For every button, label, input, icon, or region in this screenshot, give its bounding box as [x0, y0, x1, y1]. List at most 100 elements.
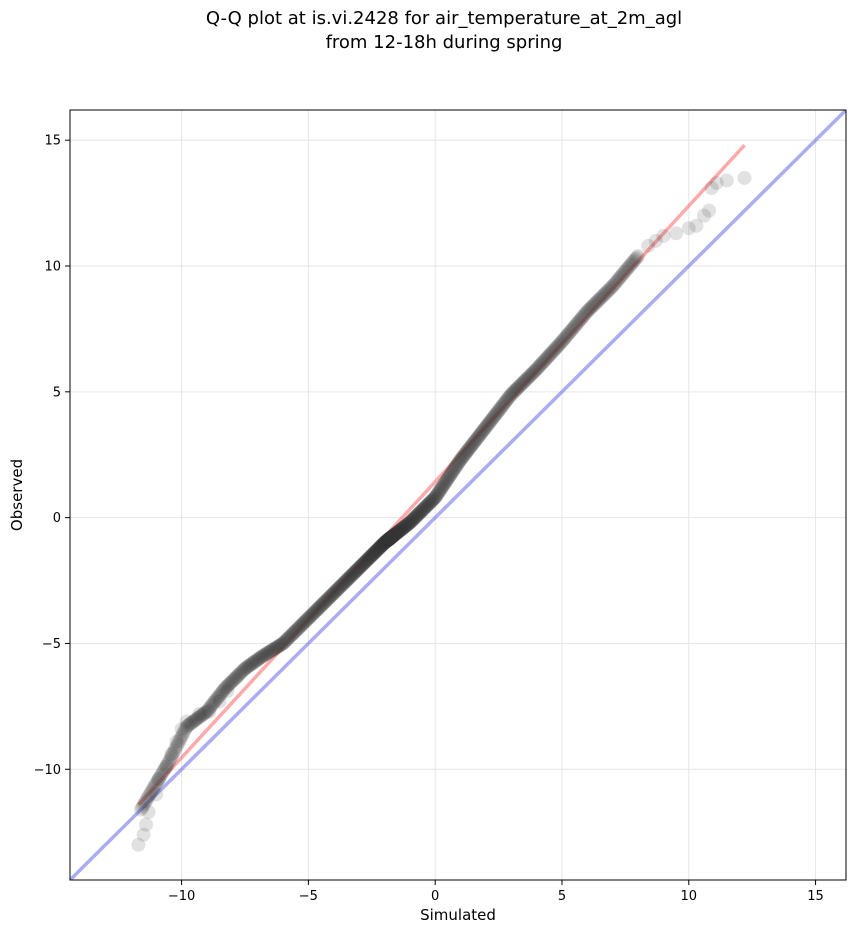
qq-point	[452, 454, 467, 469]
qq-point	[318, 593, 333, 608]
qq-point	[411, 507, 426, 522]
qq-point	[547, 342, 562, 357]
qq-point	[388, 526, 403, 541]
x-tick-label: 15	[807, 889, 824, 904]
qq-point	[367, 545, 382, 560]
qq-point	[402, 515, 417, 530]
qq-point	[407, 511, 422, 526]
qq-point	[277, 635, 292, 650]
qq-point	[576, 309, 591, 324]
qq-point	[411, 506, 426, 521]
qq-point	[332, 579, 347, 594]
qq-point	[424, 494, 439, 509]
qq-point	[378, 534, 393, 549]
qq-point	[365, 547, 380, 562]
qq-point	[568, 318, 583, 333]
qq-point	[384, 530, 399, 545]
qq-point	[441, 470, 456, 485]
qq-point	[281, 630, 296, 645]
qq-point	[227, 671, 242, 686]
qq-point	[605, 278, 620, 293]
qq-point	[136, 798, 151, 813]
qq-point	[364, 548, 379, 563]
qq-point	[204, 698, 219, 713]
qq-point	[372, 540, 387, 555]
qq-point	[458, 446, 473, 461]
qq-point	[382, 531, 397, 546]
qq-point	[609, 274, 624, 289]
qq-point	[382, 531, 397, 546]
qq-point	[423, 495, 438, 510]
qq-point	[380, 533, 395, 548]
qq-point	[222, 677, 237, 692]
qq-point	[494, 399, 509, 414]
qq-point	[205, 697, 220, 712]
qq-point	[149, 787, 164, 802]
qq-point	[393, 522, 408, 537]
qq-point	[210, 690, 225, 705]
qq-point	[359, 553, 374, 568]
qq-point	[400, 517, 415, 532]
qq-point	[578, 306, 593, 321]
qq-point	[489, 406, 504, 421]
qq-point	[493, 401, 508, 416]
qq-point	[448, 460, 463, 475]
qq-point	[192, 710, 207, 725]
qq-point	[275, 636, 290, 651]
qq-point	[626, 254, 641, 269]
qq-point	[464, 438, 479, 453]
qq-point	[395, 521, 410, 536]
qq-point	[352, 560, 367, 575]
qq-point	[303, 609, 318, 624]
qq-point	[387, 527, 402, 542]
qq-point	[389, 526, 404, 541]
qq-point	[430, 487, 445, 502]
qq-point	[361, 551, 376, 566]
qq-point	[383, 531, 398, 546]
qq-point	[457, 447, 472, 462]
qq-point	[284, 628, 299, 643]
qq-point	[428, 489, 443, 504]
qq-point	[383, 530, 398, 545]
qq-point	[379, 533, 394, 548]
qq-point	[408, 510, 423, 525]
qq-point	[413, 504, 428, 519]
qq-point	[528, 363, 543, 378]
qq-point	[504, 387, 519, 402]
qq-point	[459, 444, 474, 459]
qq-point	[492, 403, 507, 418]
qq-point	[401, 516, 416, 531]
qq-point	[648, 233, 663, 248]
qq-point	[439, 473, 454, 488]
qq-point	[555, 334, 570, 349]
qq-point	[406, 511, 421, 526]
qq-point	[490, 405, 505, 420]
qq-point	[689, 218, 704, 233]
qq-point	[268, 641, 283, 656]
qq-point	[369, 544, 384, 559]
qq-point	[340, 572, 355, 587]
qq-point	[400, 517, 415, 532]
qq-point	[538, 352, 553, 367]
qq-point	[611, 271, 626, 286]
qq-point	[382, 531, 397, 546]
qq-point	[480, 417, 495, 432]
qq-point	[292, 620, 307, 635]
qq-point	[174, 722, 189, 737]
qq-point	[342, 570, 357, 585]
qq-point	[280, 632, 295, 647]
qq-point	[137, 796, 152, 811]
qq-point	[365, 548, 380, 563]
qq-point	[334, 578, 349, 593]
qq-point	[192, 706, 207, 721]
qq-point	[354, 558, 369, 573]
qq-point	[426, 492, 441, 507]
qq-point	[497, 395, 512, 410]
qq-point	[585, 299, 600, 314]
qq-point	[186, 714, 201, 729]
qq-point	[376, 536, 391, 551]
qq-point	[139, 817, 154, 832]
qq-point	[231, 667, 246, 682]
qq-point	[392, 523, 407, 538]
qq-point	[548, 341, 563, 356]
